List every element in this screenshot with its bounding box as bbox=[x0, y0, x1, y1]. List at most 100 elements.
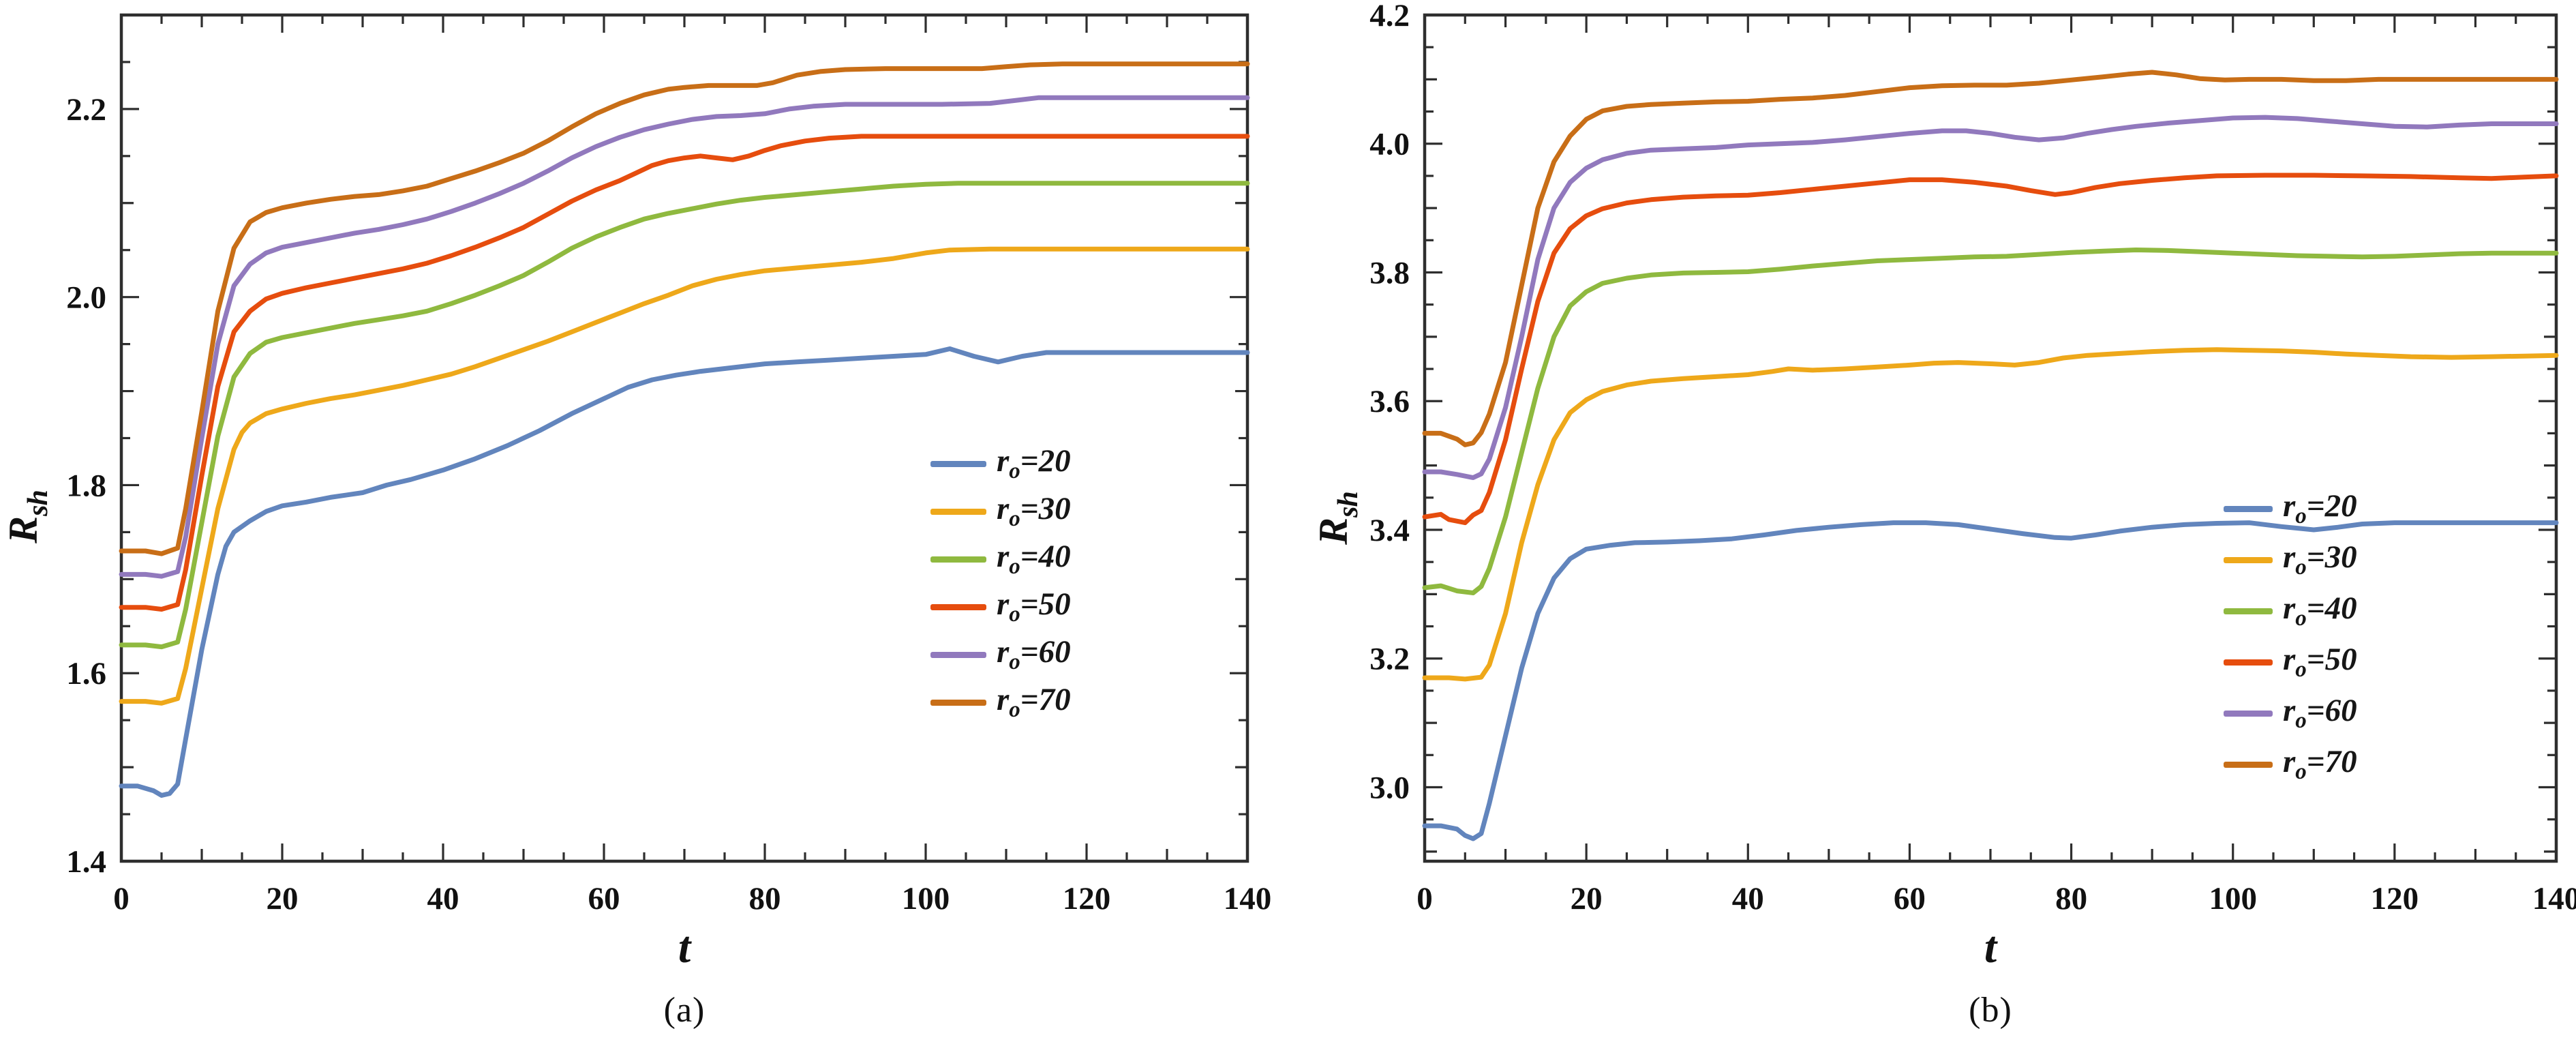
series-line-r70-a bbox=[119, 61, 1250, 556]
y-tick-label-b: 4.0 bbox=[1369, 127, 1410, 162]
y-axis-label-base-b: R bbox=[1311, 517, 1357, 545]
y-tick-label-a: 1.4 bbox=[66, 844, 106, 880]
y-axis-label-sub-a: sh bbox=[22, 490, 54, 516]
legend-item-r70-a: ro=70 bbox=[930, 678, 1071, 726]
y-tick-label-a: 2.0 bbox=[66, 280, 106, 316]
legend-swatch-r70-b bbox=[2224, 762, 2273, 768]
legend-label-r70-a: ro=70 bbox=[997, 681, 1071, 722]
legend-item-r60-a: ro=60 bbox=[930, 631, 1071, 678]
y-tick-label-a: 1.6 bbox=[66, 656, 106, 691]
legend-label-r50-b: ro=50 bbox=[2283, 642, 2357, 682]
legend-item-r50-b: ro=50 bbox=[2224, 637, 2357, 688]
legend-label-r60-a: ro=60 bbox=[997, 633, 1071, 674]
legend-item-r40-a: ro=40 bbox=[930, 535, 1071, 583]
y-axis-label-a: Rsh bbox=[0, 490, 55, 543]
legend-a: ro=20 ro=30 ro=40 ro=50 ro=60 ro=70 bbox=[930, 440, 1071, 726]
series-curves-b bbox=[1422, 70, 2559, 841]
panel-caption-a: (a) bbox=[663, 991, 706, 1030]
y-tick-label-b: 3.6 bbox=[1369, 384, 1410, 419]
legend-swatch-r50-b bbox=[2224, 659, 2273, 666]
tick-labels-a: 0 20 40 60 80 100 120 140 1.4 1.6 1.8 2.0 2.2 bbox=[66, 92, 1271, 916]
legend-swatch-r40-a bbox=[930, 556, 986, 563]
plot-frame-a bbox=[119, 13, 1249, 863]
x-tick-label-b: 80 bbox=[2055, 881, 2087, 916]
panel-a: 0 20 40 60 80 100 120 140 1.4 1.6 1.8 2.0 2.2 bbox=[66, 13, 1271, 916]
legend-label-r40-b: ro=40 bbox=[2283, 591, 2357, 631]
x-tick-label-a: 0 bbox=[113, 881, 130, 916]
x-axis-label-b: t bbox=[1984, 923, 1997, 972]
x-axis-label-a: t bbox=[678, 923, 691, 972]
x-tick-label-a: 100 bbox=[902, 881, 950, 916]
x-tick-label-a: 60 bbox=[588, 881, 620, 916]
x-tick-label-a: 40 bbox=[427, 881, 459, 916]
axis-ticks-a bbox=[120, 15, 1249, 863]
y-tick-label-b: 3.2 bbox=[1369, 642, 1410, 677]
panel-caption-b: (b) bbox=[1969, 991, 2012, 1030]
y-tick-label-a: 1.8 bbox=[66, 468, 106, 503]
legend-item-r30-a: ro=30 bbox=[930, 488, 1071, 535]
legend-b: ro=20 ro=30 ro=40 ro=50 ro=60 ro=70 bbox=[2224, 483, 2357, 790]
y-tick-label-b: 4.2 bbox=[1369, 0, 1410, 33]
legend-item-r50-a: ro=50 bbox=[930, 583, 1071, 631]
series-line-r20-a bbox=[119, 346, 1250, 798]
y-axis-label-b: Rsh bbox=[1310, 492, 1365, 545]
series-line-r40-b bbox=[1422, 248, 2559, 595]
legend-swatch-r20-b bbox=[2224, 506, 2273, 512]
y-tick-label-a: 2.2 bbox=[66, 92, 106, 128]
y-tick-label-b: 3.0 bbox=[1369, 770, 1410, 805]
x-tick-label-a: 140 bbox=[1224, 881, 1272, 916]
axis-ticks-b bbox=[1423, 14, 2558, 861]
legend-swatch-r60-b bbox=[2224, 711, 2273, 717]
legend-item-r20-a: ro=20 bbox=[930, 440, 1071, 488]
legend-label-r30-a: ro=30 bbox=[997, 490, 1071, 531]
series-line-r30-a bbox=[119, 246, 1250, 706]
legend-label-r60-b: ro=60 bbox=[2283, 693, 2357, 733]
plot-frame-b bbox=[1423, 13, 2558, 863]
x-tick-label-b: 40 bbox=[1732, 881, 1764, 916]
legend-item-r60-b: ro=60 bbox=[2224, 688, 2357, 739]
legend-item-r40-b: ro=40 bbox=[2224, 586, 2357, 637]
y-axis-label-base-a: R bbox=[1, 515, 46, 543]
legend-swatch-r30-a bbox=[930, 508, 986, 515]
y-tick-label-b: 3.4 bbox=[1369, 513, 1410, 548]
x-tick-label-b: 0 bbox=[1416, 881, 1433, 916]
y-tick-label-b: 3.8 bbox=[1369, 255, 1410, 290]
tick-labels-b: 0 20 40 60 80 100 120 140 3.0 3.2 3.4 3.6 3.8 4.0 4.2 bbox=[1369, 0, 2576, 916]
x-tick-label-b: 20 bbox=[1571, 881, 1603, 916]
legend-swatch-r50-a bbox=[930, 603, 986, 610]
series-line-r70-b bbox=[1422, 70, 2559, 447]
legend-item-r20-b: ro=20 bbox=[2224, 483, 2357, 535]
series-line-r20-b bbox=[1422, 520, 2559, 841]
x-tick-label-a: 120 bbox=[1063, 881, 1111, 916]
x-tick-label-a: 20 bbox=[267, 881, 299, 916]
series-line-r40-a bbox=[119, 181, 1250, 650]
legend-item-r70-b: ro=70 bbox=[2224, 739, 2357, 790]
series-line-r50-a bbox=[119, 134, 1250, 612]
y-axis-label-sub-b: sh bbox=[1332, 492, 1364, 518]
legend-label-r20-b: ro=20 bbox=[2283, 488, 2357, 528]
legend-item-r30-b: ro=30 bbox=[2224, 535, 2357, 586]
x-tick-label-a: 80 bbox=[749, 881, 781, 916]
x-tick-label-b: 120 bbox=[2371, 881, 2419, 916]
legend-label-r40-a: ro=40 bbox=[997, 538, 1071, 579]
x-tick-label-b: 60 bbox=[1894, 881, 1926, 916]
panel-b: 0 20 40 60 80 100 120 140 3.0 3.2 3.4 3.6 3.8 4.0 4.2 bbox=[1369, 0, 2576, 916]
legend-swatch-r20-a bbox=[930, 460, 986, 467]
series-line-r60-b bbox=[1422, 115, 2559, 480]
legend-label-r50-a: ro=50 bbox=[997, 586, 1071, 627]
series-line-r50-b bbox=[1422, 173, 2559, 526]
series-line-r60-a bbox=[119, 95, 1250, 579]
x-tick-label-b: 100 bbox=[2209, 881, 2257, 916]
legend-label-r20-a: ro=20 bbox=[997, 443, 1071, 483]
legend-label-r30-b: ro=30 bbox=[2283, 539, 2357, 580]
series-line-r30-b bbox=[1422, 347, 2559, 682]
legend-label-r70-b: ro=70 bbox=[2283, 744, 2357, 784]
legend-swatch-r40-b bbox=[2224, 608, 2273, 614]
legend-swatch-r70-a bbox=[930, 699, 986, 706]
legend-swatch-r30-b bbox=[2224, 557, 2273, 563]
legend-swatch-r60-a bbox=[930, 651, 986, 658]
x-tick-label-b: 140 bbox=[2532, 881, 2576, 916]
series-curves-a bbox=[119, 61, 1250, 798]
